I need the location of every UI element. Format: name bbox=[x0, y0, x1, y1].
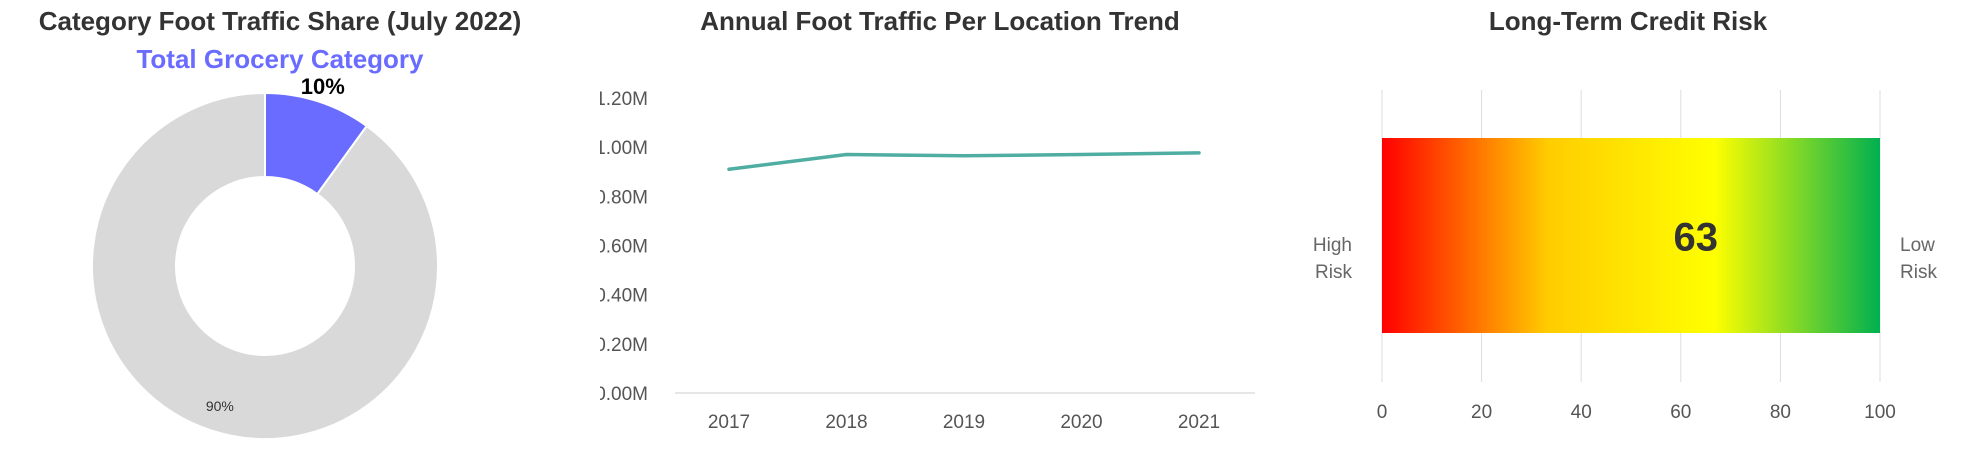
x-tick-label: 80 bbox=[1770, 402, 1791, 423]
high-risk-label: Risk bbox=[1315, 262, 1352, 283]
chart-title: Category Foot Traffic Share (July 2022) bbox=[38, 6, 522, 36]
high-risk-label: High bbox=[1313, 235, 1352, 256]
x-tick-label: 100 bbox=[1864, 402, 1896, 423]
x-tick-label: 2020 bbox=[1060, 412, 1102, 433]
x-tick-label: 0 bbox=[1377, 402, 1388, 423]
x-tick-label: 60 bbox=[1670, 402, 1691, 423]
grocery-share-chart: Category Foot Traffic Share (July 2022) … bbox=[0, 0, 560, 457]
donut-slice bbox=[91, 91, 439, 440]
y-tick-label: 0.00M bbox=[600, 384, 648, 405]
chart-title: Annual Foot Traffic Per Location Trend bbox=[700, 6, 1180, 36]
risk-plot: 0 20 40 60 80 100 63 High Risk Low Risk bbox=[1313, 90, 1937, 423]
y-tick-label: 1.00M bbox=[600, 138, 648, 159]
x-tick-label: 2018 bbox=[825, 412, 867, 433]
x-tick-label: 20 bbox=[1471, 402, 1492, 423]
foot-traffic-trend-chart: Annual Foot Traffic Per Location Trend 0… bbox=[600, 0, 1280, 457]
y-tick-label: 0.20M bbox=[600, 335, 648, 356]
risk-bar bbox=[1382, 138, 1880, 333]
y-tick-label: 1.20M bbox=[600, 89, 648, 110]
donut-slice-label: 90% bbox=[206, 398, 234, 414]
x-tick-label: 2019 bbox=[943, 412, 985, 433]
donut-slice-label: 10% bbox=[301, 74, 345, 99]
chart-subtitle: Total Grocery Category bbox=[136, 44, 424, 74]
donut-plot: 10% 90% bbox=[91, 74, 439, 440]
x-tick-label: 40 bbox=[1571, 402, 1592, 423]
low-risk-label: Risk bbox=[1900, 262, 1937, 283]
risk-value-label: 63 bbox=[1673, 216, 1718, 260]
y-tick-label: 0.60M bbox=[600, 237, 648, 258]
y-tick-label: 0.40M bbox=[600, 286, 648, 307]
x-tick-label: 2021 bbox=[1178, 412, 1220, 433]
y-tick-label: 0.80M bbox=[600, 187, 648, 208]
low-risk-label: Low bbox=[1900, 235, 1935, 256]
credit-risk-chart: Long-Term Credit Risk 0 20 40 60 80 100 63 High… bbox=[1290, 0, 1966, 457]
line-plot: 0.00M 0.20M 0.40M 0.60M 0.80M 1.00M 1.20M 2017 2… bbox=[600, 89, 1255, 433]
series-line bbox=[727, 151, 1201, 172]
chart-title: Long-Term Credit Risk bbox=[1488, 6, 1768, 36]
x-tick-label: 2017 bbox=[708, 412, 750, 433]
